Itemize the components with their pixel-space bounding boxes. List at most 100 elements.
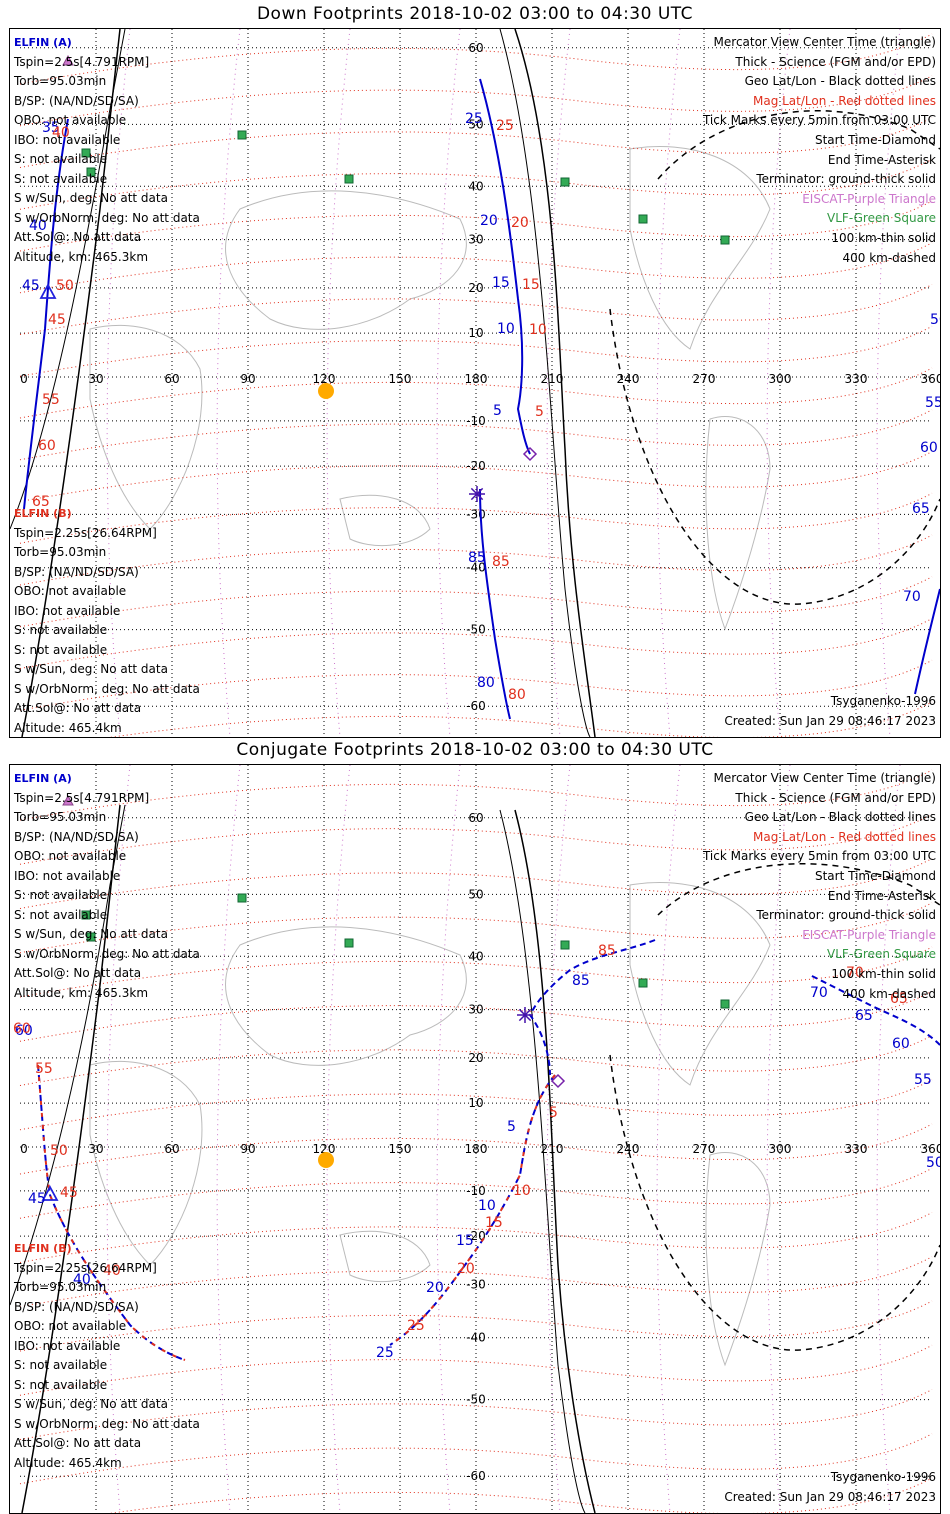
orbit-a-tick-label: 45 bbox=[28, 1191, 46, 1207]
center-triangle bbox=[39, 283, 57, 299]
orbit-a-tick-label: 5 bbox=[507, 1119, 516, 1135]
legend-item: Thick - Science (FGM and/or EPD) bbox=[735, 54, 936, 69]
orbit-b-tick-label: 45 bbox=[48, 312, 66, 328]
lon-tick-label: 120 bbox=[313, 1142, 336, 1156]
orbit-b-tick-label: 60 bbox=[38, 438, 56, 454]
mag-meridian bbox=[656, 765, 681, 1513]
legend-item: Mercator View Center Time (triangle) bbox=[713, 35, 936, 49]
info-line: Tspin=2.25s[26.64RPM] bbox=[14, 1260, 157, 1275]
orbit-a-tick-label: 25 bbox=[376, 1345, 394, 1361]
orbit-b-tick-label: 15 bbox=[485, 1215, 503, 1231]
orbit-a-tick-label: 85 bbox=[572, 973, 590, 989]
orbit-a-tick-label: 80 bbox=[477, 675, 495, 691]
orbit-track bbox=[914, 588, 940, 695]
legend-item: Geo Lat/Lon - Black dotted lines bbox=[744, 74, 936, 89]
info-line: B/SP: (NA/ND/SD/SA) bbox=[14, 1299, 139, 1314]
terminator-100km bbox=[499, 29, 591, 737]
panel-title: Down Footprints 2018-10-02 03:00 to 04:3… bbox=[256, 4, 694, 24]
orbit-a-tick-label: 40 bbox=[73, 1272, 91, 1288]
info-line: S: not available bbox=[14, 171, 108, 186]
vlf-station bbox=[81, 910, 91, 920]
orbit-a-tick-label: 40 bbox=[29, 218, 47, 234]
lat-tick-label: -10 bbox=[466, 1184, 486, 1198]
terminator-400km bbox=[609, 110, 940, 605]
orbit-a-tick-label: 70 bbox=[810, 985, 828, 1001]
vlf-station bbox=[344, 174, 354, 184]
info-line: Tspin=2.5s[4.791RPM] bbox=[14, 790, 150, 805]
orbit-a-tick-label: 60 bbox=[15, 1023, 33, 1039]
lat-tick-label: -40 bbox=[466, 1331, 486, 1345]
orbit-b-tick-label: 5 bbox=[535, 404, 544, 420]
info-line: Tspin=2.25s[26.64RPM] bbox=[14, 525, 157, 540]
terminator-400km bbox=[609, 863, 940, 1351]
info-line: S: not available bbox=[14, 642, 108, 657]
terminator-line bbox=[514, 29, 596, 737]
legend-item: 100 km-thin solid bbox=[831, 966, 936, 981]
lat-tick-label: 50 bbox=[468, 887, 483, 901]
legend-item: Start Time-Diamond bbox=[814, 868, 936, 883]
info-line: IBO: not available bbox=[14, 132, 121, 147]
mag-meridian bbox=[436, 765, 461, 1513]
legend-item: VLF-Green Square bbox=[827, 947, 936, 962]
orbit-a-tick-label: 35 bbox=[42, 120, 60, 136]
orbit-b-tick-label: 10 bbox=[529, 322, 547, 338]
info-line: OBO: not available bbox=[14, 113, 127, 127]
info-line: Att.Sol@: No att data bbox=[14, 701, 142, 715]
lon-tick-label: 90 bbox=[240, 1142, 255, 1156]
info-line: Altitude: 465.4km bbox=[14, 1455, 122, 1470]
vlf-station bbox=[638, 214, 648, 224]
start-diamond bbox=[550, 1073, 566, 1089]
info-line: S w/OrbNorm, deg: No att data bbox=[14, 1416, 200, 1431]
vlf-station bbox=[86, 932, 96, 942]
start-diamond bbox=[522, 446, 538, 462]
down-footprints-panel: Down Footprints 2018-10-02 03:00 to 04:3… bbox=[0, 0, 950, 740]
orbit-b-tick-label: 50 bbox=[56, 278, 74, 294]
lat-tick-label: 60 bbox=[468, 811, 483, 825]
subsolar-point bbox=[318, 383, 334, 399]
info-line: S w/Sun, deg: No att data bbox=[14, 927, 168, 941]
terminator-100km bbox=[10, 804, 126, 1306]
eiscat-station bbox=[62, 794, 74, 806]
subsolar-point bbox=[318, 1152, 334, 1168]
lon-tick-label: 0 bbox=[20, 372, 28, 386]
elfin-a-label: ELFIN (A) bbox=[14, 36, 72, 49]
asterisk-stroke bbox=[518, 1008, 532, 1022]
orbit-track bbox=[479, 78, 531, 455]
vlf-station bbox=[237, 893, 247, 903]
lon-tick-label: 150 bbox=[389, 1142, 412, 1156]
mag-meridian bbox=[546, 765, 571, 1513]
orbit-a-tick-label: 55 bbox=[914, 1072, 932, 1088]
orbit-a-tick-label: 5 bbox=[493, 403, 502, 419]
info-line: S: not available bbox=[14, 888, 108, 902]
orbit-track bbox=[23, 118, 69, 510]
orbit-track bbox=[37, 1064, 186, 1361]
info-line: B/SP: (NA/ND/SD/SA) bbox=[14, 93, 139, 108]
vlf-station bbox=[560, 940, 570, 950]
info-line: S w/Sun, deg: No att data bbox=[14, 191, 168, 205]
info-line: S w/Sun, deg: No att data bbox=[14, 1397, 168, 1411]
info-line: Torb=95.03min bbox=[14, 545, 107, 559]
orbit-b-tick-label: 25 bbox=[496, 118, 514, 134]
mag-meridian bbox=[656, 29, 681, 737]
orbit-a-tick-label: 20 bbox=[480, 213, 498, 229]
lat-tick-label: -30 bbox=[466, 507, 486, 521]
orbit-b-tick-label: 25 bbox=[407, 1318, 425, 1334]
lon-tick-label: 30 bbox=[88, 1142, 103, 1156]
lon-tick-label: 120 bbox=[313, 372, 336, 386]
info-line: S: not available bbox=[14, 907, 108, 922]
info-line: B/SP: (NA/ND/SD/SA) bbox=[14, 564, 139, 579]
lon-tick-label: 330 bbox=[845, 372, 868, 386]
orbit-b-tick-label: 10 bbox=[513, 1183, 531, 1199]
mag-meridian bbox=[326, 29, 351, 737]
orbit-b-tick-label: 15 bbox=[522, 277, 540, 293]
info-line: IBO: not available bbox=[14, 1338, 121, 1353]
legend: Mercator View Center Time (triangle) Thic… bbox=[703, 33, 936, 268]
elfin-b-info: ELFIN (B) Tspin=2.25s[26.64RPM] Torb=95.… bbox=[14, 1239, 200, 1473]
info-line: Att.Sol@: No att data bbox=[14, 1436, 142, 1450]
legend-item: Tick Marks every 5min from 03:00 UTC bbox=[702, 849, 936, 864]
lon-tick-label: 270 bbox=[693, 372, 716, 386]
orbit-b-tick-label: 45 bbox=[60, 1185, 78, 1201]
orbit-b-tick-label: 20 bbox=[457, 1261, 475, 1277]
terminator-line bbox=[514, 809, 596, 1513]
center-triangle bbox=[41, 1185, 59, 1201]
